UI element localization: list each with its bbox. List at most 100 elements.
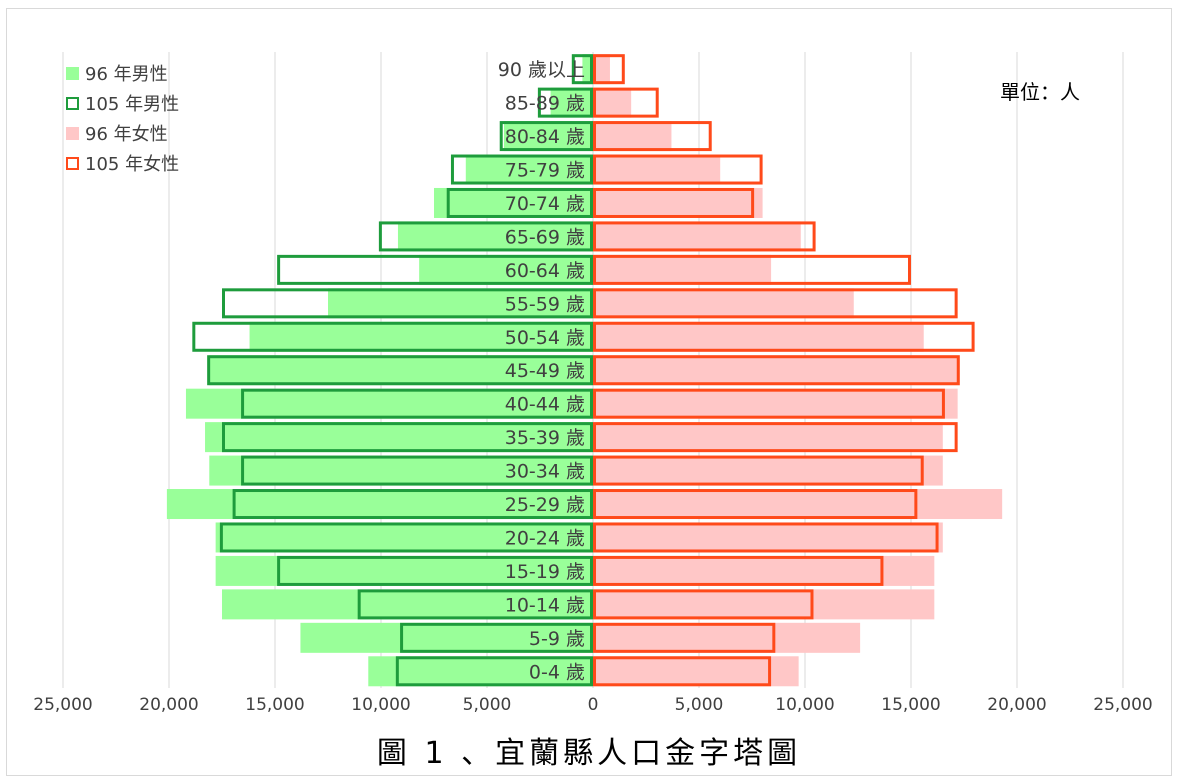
bar-series-3 — [593, 355, 960, 386]
legend-swatch-male-96 — [66, 66, 79, 80]
bar-series-0 — [397, 221, 593, 252]
bar-series-3 — [593, 589, 814, 620]
category-label: 5-9 歲 — [529, 628, 585, 650]
bar-series-0 — [205, 422, 594, 453]
bar-series-3 — [593, 455, 924, 486]
category-label: 55-59 歲 — [505, 293, 585, 315]
bar-series-1 — [571, 54, 593, 85]
bar-series-1 — [395, 656, 593, 687]
bar-series-1 — [378, 221, 593, 252]
bar-series-2 — [593, 455, 943, 486]
bar-series-1 — [192, 321, 593, 352]
bar-series-0 — [465, 154, 593, 185]
bar-series-0 — [222, 589, 593, 620]
bar-series-2 — [593, 87, 632, 118]
bar-series-3 — [593, 388, 945, 419]
bar-series-1 — [207, 355, 593, 386]
x-tick-label: 25,000 — [1093, 695, 1152, 715]
legend-label-male-105: 105 年男性 — [85, 94, 180, 115]
x-tick-label: 20,000 — [987, 695, 1046, 715]
bar-series-1 — [450, 154, 593, 185]
bar-series-3 — [593, 54, 625, 85]
bar-series-0 — [215, 522, 593, 553]
bar-series-1 — [499, 121, 593, 152]
category-label: 75-79 歲 — [505, 160, 585, 182]
legend-item-male-96: 96 年男性 — [66, 58, 179, 88]
bar-series-2 — [593, 221, 801, 252]
x-tick-label: 10,000 — [775, 695, 834, 715]
bar-series-3 — [593, 187, 755, 218]
bar-series-1 — [222, 288, 593, 319]
bar-series-2 — [593, 288, 854, 319]
x-tick-label: 10,000 — [351, 695, 410, 715]
bar-series-0 — [434, 187, 593, 218]
legend-label-male-96: 96 年男性 — [85, 64, 168, 85]
category-label: 80-84 歲 — [505, 126, 585, 148]
bar-series-1 — [241, 455, 594, 486]
bar-series-1 — [277, 555, 593, 586]
bar-series-0 — [209, 455, 593, 486]
category-label: 70-74 歲 — [505, 193, 585, 215]
x-tick-label: 5,000 — [675, 695, 724, 715]
chart-title: 圖 1 、宜蘭縣人口金字塔圖 — [376, 736, 802, 771]
category-label: 65-69 歲 — [505, 226, 585, 248]
category-label: 40-44 歲 — [505, 394, 585, 416]
bar-series-3 — [593, 555, 884, 586]
legend-item-female-96: 96 年女性 — [66, 118, 179, 148]
bar-series-2 — [593, 622, 861, 653]
bar-series-1 — [400, 622, 593, 653]
x-tick-label: 25,000 — [33, 695, 92, 715]
bar-series-3 — [593, 154, 763, 185]
bar-series-2 — [593, 555, 935, 586]
legend-label-female-105: 105 年女性 — [85, 154, 180, 175]
x-tick-label: 20,000 — [139, 695, 198, 715]
legend-label-female-96: 96 年女性 — [85, 124, 168, 145]
legend-swatch-female-96 — [66, 126, 79, 140]
bar-series-0 — [550, 87, 593, 118]
unit-label: 單位：人 — [1000, 80, 1080, 104]
category-label: 85-89 歲 — [505, 93, 585, 115]
bar-series-1 — [537, 87, 594, 118]
bar-series-0 — [368, 656, 593, 687]
category-label: 0-4 歲 — [529, 661, 585, 683]
bar-series-2 — [593, 321, 924, 352]
bar-series-0 — [582, 54, 593, 85]
category-label: 60-64 歲 — [505, 260, 585, 282]
x-tick-label: 15,000 — [245, 695, 304, 715]
x-tick-label: 5,000 — [463, 695, 512, 715]
bar-series-2 — [593, 355, 960, 386]
bar-series-1 — [446, 187, 593, 218]
bar-series-3 — [593, 87, 659, 118]
bar-series-3 — [593, 121, 712, 152]
bar-series-3 — [593, 422, 958, 453]
bar-series-2 — [593, 54, 610, 85]
legend: 96 年男性 105 年男性 96 年女性 105 年女性 — [66, 58, 179, 178]
category-label: 45-49 歲 — [505, 360, 585, 382]
bar-series-2 — [593, 522, 943, 553]
bar-series-2 — [593, 187, 763, 218]
bar-series-2 — [593, 589, 935, 620]
bar-series-0 — [249, 321, 593, 352]
bar-series-1 — [357, 589, 593, 620]
category-label: 10-14 歲 — [505, 594, 585, 616]
bar-series-0 — [185, 388, 593, 419]
x-tick-label: 0 — [588, 695, 599, 715]
category-label: 90 歲以上 — [498, 59, 585, 81]
bar-series-3 — [593, 522, 939, 553]
bar-series-3 — [593, 489, 918, 520]
bar-series-3 — [593, 288, 958, 319]
category-label: 30-34 歲 — [505, 461, 585, 483]
bar-series-1 — [241, 388, 594, 419]
bar-series-1 — [222, 422, 593, 453]
category-label: 20-24 歲 — [505, 527, 585, 549]
bar-series-0 — [419, 254, 593, 285]
bar-series-3 — [593, 221, 816, 252]
bar-series-2 — [593, 154, 721, 185]
bar-series-3 — [593, 321, 975, 352]
bar-series-2 — [593, 489, 1003, 520]
bar-series-1 — [232, 489, 593, 520]
bar-series-3 — [593, 622, 776, 653]
bar-series-3 — [593, 254, 911, 285]
category-label: 15-19 歲 — [505, 561, 585, 583]
